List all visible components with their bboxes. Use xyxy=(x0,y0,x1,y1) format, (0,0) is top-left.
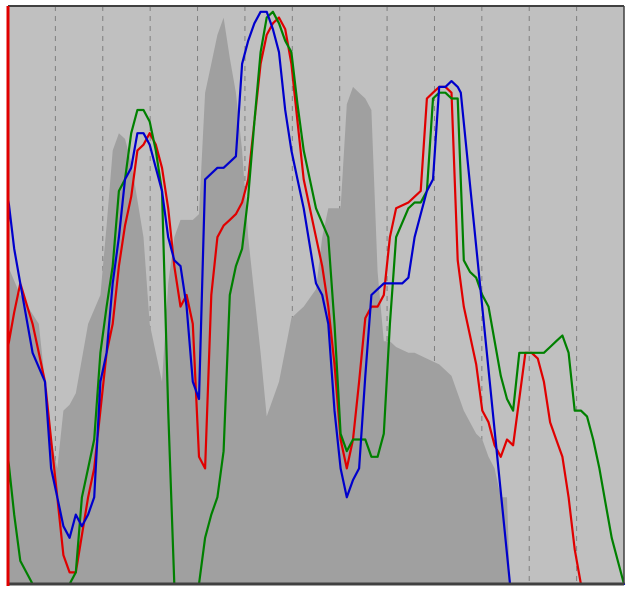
series-line-2 xyxy=(6,10,626,586)
series-lines xyxy=(6,10,626,586)
filled-area xyxy=(8,17,511,585)
series-line-1 xyxy=(6,16,589,586)
area-fill xyxy=(8,17,511,585)
series-line-3 xyxy=(6,10,626,586)
axes xyxy=(6,5,625,586)
